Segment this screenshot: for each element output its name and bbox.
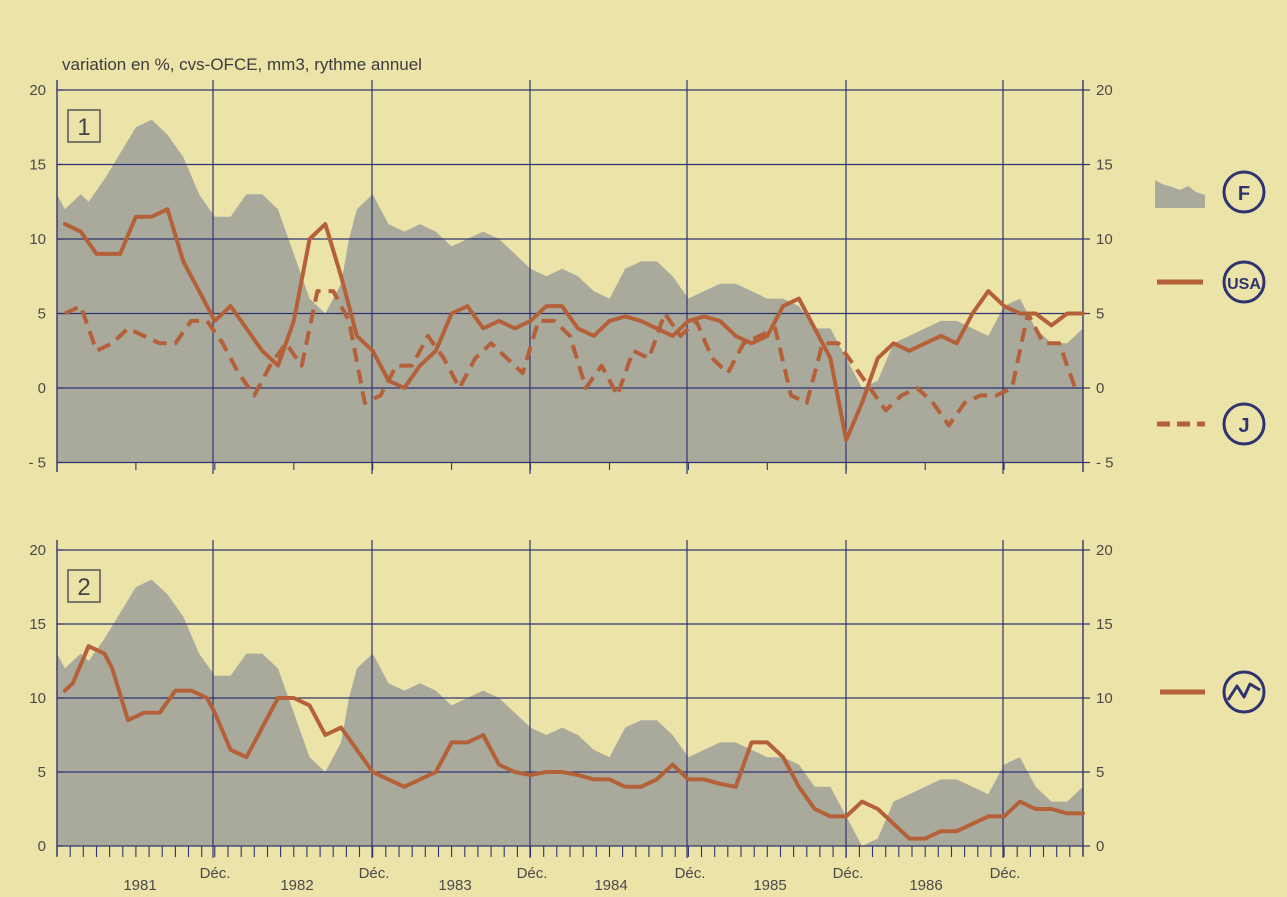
world-icon bbox=[1222, 670, 1266, 714]
x-tick-label-dec: Déc. bbox=[675, 865, 706, 882]
legend-item-usa: USA bbox=[1157, 260, 1266, 304]
x-tick-label-dec: Déc. bbox=[990, 865, 1021, 882]
x-tick-label-dec: Déc. bbox=[200, 865, 231, 882]
legend-circle-usa bbox=[1222, 260, 1266, 304]
legend-item-japon: J bbox=[1157, 402, 1266, 446]
panel-number: 1 bbox=[77, 114, 90, 141]
france-area bbox=[57, 119, 1083, 463]
panel-number-box bbox=[67, 109, 101, 143]
y-tick-label-right: 15 bbox=[1096, 157, 1113, 174]
panel-number-box bbox=[67, 569, 101, 603]
y-tick-label-left: - 5 bbox=[28, 455, 46, 472]
y-tick-label-right: 10 bbox=[1096, 231, 1113, 248]
series-line-j bbox=[64, 289, 1077, 428]
y-tick-label-right: - 5 bbox=[1096, 455, 1114, 472]
y-tick-label-right: 0 bbox=[1096, 380, 1104, 397]
panel-2: 20 20 15 15 10 10 5 5 0 0 2 bbox=[29, 540, 1113, 858]
y-tick-label-left: 5 bbox=[38, 764, 46, 781]
y-tick-label-right: 10 bbox=[1096, 690, 1113, 707]
legend-label-usa: USA bbox=[1227, 276, 1261, 293]
x-tick-label-year: 1982 bbox=[280, 877, 313, 894]
legend-circle-france bbox=[1222, 170, 1266, 214]
y-tick-label-right: 5 bbox=[1096, 764, 1104, 781]
x-tick-label-year: 1983 bbox=[438, 877, 471, 894]
y-tick-label-left: 15 bbox=[29, 157, 46, 174]
series-line-monde bbox=[62, 644, 1085, 841]
y-tick-label-right: 20 bbox=[1096, 82, 1113, 99]
legend-item-monde bbox=[1160, 670, 1266, 714]
panel-1: 20 20 15 15 10 10 5 5 0 0 - 5 - 5 1 bbox=[28, 80, 1114, 474]
world-icon-zigzag bbox=[1226, 682, 1261, 701]
y-tick-label-left: 5 bbox=[38, 306, 46, 323]
x-axis-labels: 1981 Déc. 1982 Déc. 1983 Déc. 1984 Déc. 1985 Déc.… bbox=[123, 865, 1020, 894]
panel-number: 2 bbox=[77, 574, 90, 601]
y-tick-label-left: 10 bbox=[29, 690, 46, 707]
y-tick-label-right: 20 bbox=[1096, 542, 1113, 559]
x-tick-label-year: 1986 bbox=[909, 877, 942, 894]
legend-circle-japon bbox=[1222, 402, 1266, 446]
x-tick-label-year: 1985 bbox=[753, 877, 786, 894]
legend-label-france: F bbox=[1238, 183, 1250, 205]
chart-title: variation en %, cvs-OFCE, mm3, rythme an… bbox=[62, 55, 422, 74]
y-tick-label-left: 20 bbox=[29, 82, 46, 99]
y-tick-label-right: 15 bbox=[1096, 616, 1113, 633]
legend-item-france: F bbox=[1155, 170, 1266, 214]
legend-area-swatch bbox=[1155, 180, 1205, 208]
series-line-usa bbox=[62, 207, 1085, 443]
y-tick-label-left: 15 bbox=[29, 616, 46, 633]
y-tick-label-left: 20 bbox=[29, 542, 46, 559]
y-tick-label-right: 5 bbox=[1096, 306, 1104, 323]
y-tick-label-left: 0 bbox=[38, 380, 46, 397]
x-tick-label-year: 1984 bbox=[594, 877, 627, 894]
y-tick-label-left: 0 bbox=[38, 838, 46, 855]
y-tick-label-right: 0 bbox=[1096, 838, 1104, 855]
x-tick-label-year: 1981 bbox=[123, 877, 156, 894]
france-area bbox=[57, 579, 1083, 846]
legend: F USA J bbox=[1155, 170, 1266, 714]
x-tick-label-dec: Déc. bbox=[359, 865, 390, 882]
x-tick-label-dec: Déc. bbox=[833, 865, 864, 882]
y-tick-label-left: 10 bbox=[29, 231, 46, 248]
legend-label-japon: J bbox=[1238, 415, 1249, 437]
x-tick-label-dec: Déc. bbox=[517, 865, 548, 882]
